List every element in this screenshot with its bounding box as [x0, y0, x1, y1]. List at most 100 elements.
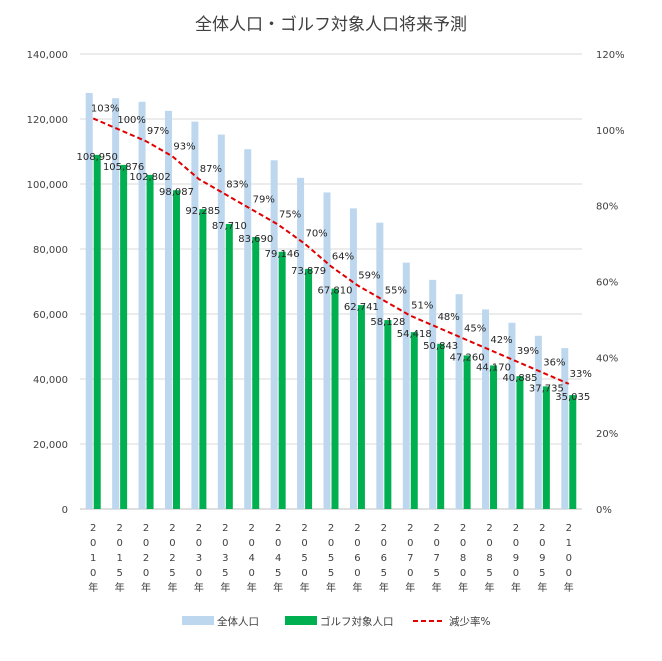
bar-total-population — [164, 110, 172, 509]
bar-total-population — [349, 208, 357, 509]
x-category-char: 4 — [249, 553, 255, 564]
x-category-char: 2 — [275, 523, 281, 534]
x-category-label: 2 0 1 0 年 — [88, 523, 98, 594]
x-category-char: 5 — [328, 553, 334, 564]
x-category-label: 2 0 3 0 年 — [194, 523, 204, 594]
bar-total-population — [112, 98, 120, 509]
x-category-label: 2 0 4 0 年 — [247, 523, 257, 594]
x-category-label: 2 0 9 5 年 — [537, 523, 547, 594]
x-category-char: 5 — [328, 568, 334, 579]
y-right-tick-label: 120% — [596, 50, 625, 61]
x-category-char: 2 — [196, 523, 202, 534]
y-right-tick-label: 100% — [596, 126, 625, 137]
bar-golf-population — [331, 288, 339, 509]
x-category-label: 2 0 6 5 年 — [379, 523, 389, 594]
bar-total-population — [482, 309, 490, 509]
bar-golf-population — [225, 223, 233, 509]
x-category-char: 0 — [566, 553, 572, 564]
x-category-char: 0 — [90, 568, 96, 579]
golf-population-label: 83,690 — [238, 234, 273, 245]
y-right-tick-label: 80% — [596, 202, 618, 213]
x-category-char: 年 — [352, 581, 362, 594]
x-category-char: 0 — [143, 538, 149, 549]
bar-golf-population — [278, 251, 286, 509]
rate-label: 33% — [570, 369, 592, 380]
rate-label: 48% — [438, 312, 460, 323]
x-category-label: 2 0 4 5 年 — [273, 523, 283, 594]
x-category-char: 年 — [485, 581, 495, 594]
x-category-label: 2 0 2 0 年 — [141, 523, 151, 594]
x-category-char: 2 — [354, 523, 360, 534]
bar-total-population — [244, 149, 252, 509]
x-category-char: 2 — [539, 523, 545, 534]
x-category-char: 年 — [88, 581, 98, 594]
rate-label: 79% — [253, 194, 275, 205]
bar-golf-population — [410, 332, 418, 509]
bar-total-population — [191, 121, 199, 509]
x-category-char: 6 — [381, 553, 387, 564]
golf-population-label: 92,285 — [185, 206, 220, 217]
bar-total-population — [138, 101, 146, 510]
x-category-char: 0 — [460, 538, 466, 549]
rate-label: 45% — [464, 323, 486, 334]
bar-golf-population — [569, 395, 577, 509]
x-category-char: 3 — [222, 553, 228, 564]
legend: 全体人口 ゴルフ対象人口 減少率% — [182, 615, 490, 628]
bar-total-population — [270, 160, 278, 509]
golf-population-label: 108,950 — [77, 152, 118, 163]
rate-label: 87% — [200, 164, 222, 175]
golf-population-label: 47,260 — [450, 352, 485, 363]
x-category-char: 4 — [275, 553, 281, 564]
legend-label-total-population: 全体人口 — [217, 615, 259, 628]
x-category-char: 0 — [486, 538, 492, 549]
x-category-char: 0 — [169, 538, 175, 549]
x-category-char: 0 — [407, 568, 413, 579]
x-category-char: 年 — [405, 581, 415, 594]
x-category-char: 0 — [301, 538, 307, 549]
rate-label: 70% — [305, 229, 327, 240]
bar-total-population — [85, 93, 93, 509]
bar-golf-population — [357, 305, 365, 509]
x-category-char: 0 — [513, 568, 519, 579]
x-category-char: 0 — [328, 538, 334, 549]
golf-population-label: 50,843 — [423, 341, 458, 352]
x-category-char: 3 — [196, 553, 202, 564]
x-category-char: 0 — [539, 538, 545, 549]
bar-total-population — [217, 134, 225, 509]
bar-golf-population — [490, 365, 498, 509]
rate-label: 100% — [117, 115, 146, 126]
bar-golf-population — [305, 268, 313, 509]
x-category-char: 0 — [196, 568, 202, 579]
x-category-char: 0 — [381, 538, 387, 549]
x-category-char: 年 — [537, 581, 547, 594]
x-category-label: 2 0 9 0 年 — [511, 523, 521, 594]
rate-label: 64% — [332, 251, 354, 262]
x-category-char: 0 — [143, 568, 149, 579]
x-category-char: 5 — [381, 568, 387, 579]
axes: 0 20,000 40,000 60,000 80,000 100,000 120,000 1… — [27, 50, 625, 594]
x-category-char: 2 — [381, 523, 387, 534]
bars — [85, 93, 577, 510]
x-category-label: 2 0 7 0 年 — [405, 523, 415, 594]
bar-golf-population — [146, 174, 154, 509]
rate-label: 39% — [517, 346, 539, 357]
rate-label: 51% — [411, 301, 433, 312]
x-category-char: 年 — [220, 581, 230, 594]
x-category-char: 0 — [407, 538, 413, 549]
x-category-label: 2 1 0 0 年 — [564, 523, 574, 594]
legend-swatch-total-population — [182, 616, 214, 625]
x-category-label: 2 0 8 0 年 — [458, 523, 468, 594]
x-category-char: 5 — [275, 568, 281, 579]
x-category-char: 2 — [513, 523, 519, 534]
golf-population-label: 35,035 — [555, 392, 590, 403]
x-category-char: 5 — [116, 568, 122, 579]
bar-golf-population — [542, 386, 550, 509]
chart-title: 全体人口・ゴルフ対象人口将来予測 — [195, 14, 467, 35]
x-category-char: 2 — [433, 523, 439, 534]
x-category-char: 年 — [247, 581, 257, 594]
bar-total-population — [297, 177, 305, 509]
golf-population-label: 62,741 — [344, 302, 379, 313]
x-category-char: 0 — [90, 538, 96, 549]
x-category-char: 8 — [460, 553, 466, 564]
